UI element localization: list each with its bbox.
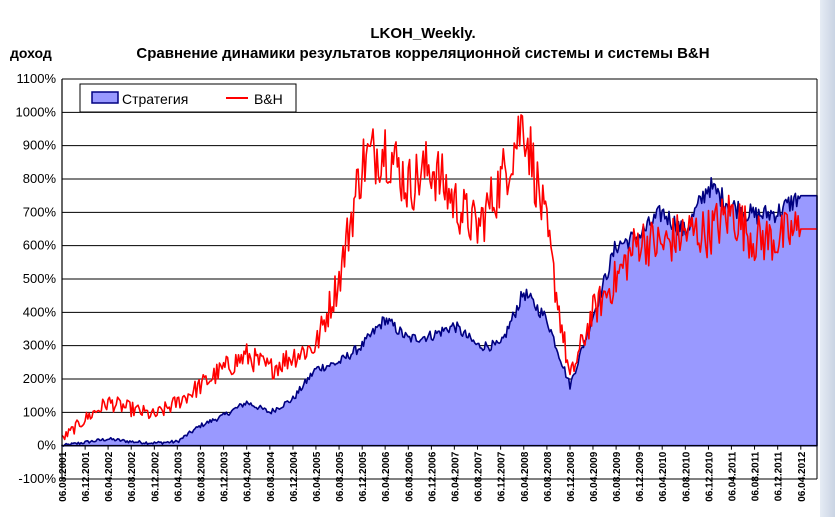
y-tick-label: 700%	[23, 204, 57, 219]
chart-title-line1: LKOH_Weekly.	[370, 25, 475, 42]
x-tick-label: 06.12.2010	[705, 451, 716, 501]
x-tick-label: 06.04.2003	[173, 451, 184, 501]
legend-label-strategy: Стратегия	[122, 91, 188, 107]
x-tick-label: 06.08.2005	[335, 451, 346, 501]
x-tick-label: 06.12.2006	[427, 451, 438, 501]
y-tick-label: 500%	[23, 271, 57, 286]
x-tick-label: 06.08.2001	[58, 451, 69, 501]
x-tick-label: 06.04.2009	[589, 451, 600, 501]
y-tick-label: 1100%	[16, 71, 56, 86]
x-tick-label: 06.12.2011	[774, 451, 785, 501]
x-tick-label: 06.04.2006	[381, 451, 392, 501]
y-tick-label: 300%	[23, 338, 57, 353]
x-tick-label: 06.12.2005	[358, 451, 369, 501]
legend-swatch-strategy	[91, 91, 119, 104]
y-tick-label: 800%	[23, 171, 57, 186]
x-tick-label: 06.12.2009	[635, 451, 646, 501]
x-tick-label: 06.04.2005	[312, 451, 323, 501]
x-tick-label: 06.12.2007	[497, 451, 508, 501]
x-tick-label: 06.12.2003	[220, 451, 231, 501]
y-tick-labels: -100% 0% 100% 200% 300% 400% 500% 600% 700% 800% 9…	[16, 71, 57, 486]
y-tick-label: 100%	[23, 404, 57, 419]
y-tick-label: -100%	[18, 471, 56, 486]
x-tick-label: 06.12.2001	[81, 451, 92, 501]
x-tick-labels: 06.08.2001 06.12.2001 06.04.2002 06.08.2002…	[58, 451, 808, 501]
x-tick-label: 06.04.2004	[243, 451, 254, 501]
x-tick-label: 06.08.2004	[266, 451, 277, 501]
strategy-area-path	[61, 177, 818, 447]
x-tick-label: 06.04.2007	[450, 451, 461, 501]
chart-title-line2: Сравнение динамики результатов корреляци…	[136, 45, 709, 62]
strategy-area	[61, 177, 818, 447]
y-tick-label: 900%	[23, 138, 57, 153]
x-tick-label: 06.08.2006	[404, 451, 415, 501]
x-tick-label: 06.04.2010	[658, 451, 669, 501]
y-axis-label: доход	[10, 45, 52, 61]
axes	[61, 79, 818, 479]
legend-label-bh: B&H	[254, 91, 283, 107]
y-tick-label: 200%	[23, 371, 57, 386]
y-tick-label: 0%	[37, 438, 56, 453]
x-tick-label: 06.08.2002	[127, 451, 138, 501]
x-tick-label: 06.08.2007	[474, 451, 485, 501]
bh-line	[61, 114, 817, 441]
x-tick-label: 06.12.2002	[150, 451, 161, 501]
y-tick-label: 400%	[23, 304, 57, 319]
x-tick-label: 06.08.2009	[612, 451, 623, 501]
x-tick-label: 06.08.2010	[681, 451, 692, 501]
x-tick-label: 06.04.2008	[520, 451, 531, 501]
x-tick-label: 06.12.2004	[289, 451, 300, 501]
x-tick-label: 06.04.2012	[797, 451, 808, 501]
x-tick-label: 06.08.2011	[751, 451, 762, 501]
x-tick-label: 06.04.2002	[104, 451, 115, 501]
x-tick-label: 06.04.2011	[727, 451, 738, 501]
x-tick-label: 06.12.2008	[566, 451, 577, 501]
bh-line-path	[61, 114, 817, 441]
x-tick-label: 06.08.2008	[543, 451, 554, 501]
y-tick-label: 1000%	[16, 104, 57, 119]
y-tick-label: 600%	[23, 238, 57, 253]
legend: Стратегия B&H	[79, 83, 297, 113]
x-tick-label: 06.08.2003	[196, 451, 207, 501]
